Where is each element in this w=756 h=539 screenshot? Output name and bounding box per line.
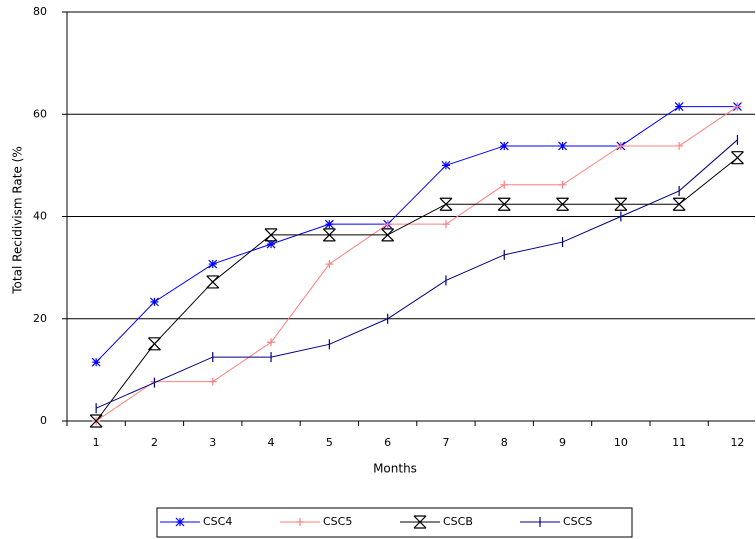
y-tick-label: 40 bbox=[33, 210, 47, 223]
point-marker bbox=[148, 337, 161, 351]
x-tick-label: 8 bbox=[501, 436, 508, 449]
x-tick-label: 1 bbox=[93, 436, 100, 449]
x-tick-label: 5 bbox=[326, 436, 333, 449]
point-marker bbox=[616, 141, 625, 150]
legend-marker bbox=[296, 518, 304, 526]
point-marker bbox=[267, 338, 276, 347]
point-marker bbox=[733, 102, 742, 111]
point-marker bbox=[556, 197, 569, 211]
x-tick-label: 10 bbox=[614, 436, 628, 449]
point-marker bbox=[206, 275, 220, 289]
x-tick-label: 7 bbox=[442, 436, 449, 449]
point-marker bbox=[324, 219, 334, 229]
point-marker bbox=[266, 239, 276, 249]
y-tick-label: 20 bbox=[33, 312, 47, 325]
point-marker bbox=[614, 197, 628, 211]
y-tick-label: 80 bbox=[33, 5, 47, 18]
legend-label: CSC5 bbox=[323, 515, 352, 528]
point-marker bbox=[325, 260, 334, 269]
x-tick-label: 2 bbox=[151, 436, 158, 449]
point-marker bbox=[675, 141, 684, 150]
point-marker bbox=[264, 228, 278, 242]
point-marker bbox=[322, 228, 336, 242]
x-axis-title: Months bbox=[373, 462, 417, 476]
legend-label: CSCB bbox=[443, 515, 473, 528]
point-marker bbox=[381, 228, 395, 242]
series-line bbox=[95, 106, 738, 422]
point-marker bbox=[499, 141, 509, 151]
point-marker bbox=[208, 259, 218, 269]
x-tick-label: 12 bbox=[730, 436, 744, 449]
point-marker bbox=[731, 151, 744, 165]
series-line bbox=[95, 139, 738, 409]
x-tick-label: 11 bbox=[672, 436, 686, 449]
x-tick-label: 6 bbox=[384, 436, 391, 449]
x-tick-label: 3 bbox=[209, 436, 216, 449]
point-marker bbox=[208, 377, 217, 386]
x-tick-label: 4 bbox=[268, 436, 275, 449]
x-tick-label: 9 bbox=[559, 436, 566, 449]
legend-marker bbox=[413, 515, 427, 529]
point-marker bbox=[497, 197, 511, 211]
point-marker bbox=[441, 220, 450, 229]
y-axis-title: Total Recidivism Rate (% bbox=[11, 146, 25, 295]
point-marker bbox=[672, 197, 686, 211]
point-marker bbox=[558, 180, 567, 189]
point-marker bbox=[383, 220, 392, 229]
point-marker bbox=[500, 180, 509, 189]
y-tick-label: 60 bbox=[33, 107, 47, 120]
point-marker bbox=[91, 357, 101, 367]
legend-label: CSC4 bbox=[203, 515, 232, 528]
point-marker bbox=[441, 160, 451, 170]
point-marker bbox=[439, 197, 453, 211]
point-marker bbox=[150, 297, 159, 307]
y-tick-label: 0 bbox=[40, 414, 47, 427]
series-line bbox=[95, 106, 738, 363]
series-line bbox=[95, 157, 738, 422]
legend-label: CSCS bbox=[563, 515, 592, 528]
legend-marker bbox=[175, 517, 185, 527]
point-marker bbox=[674, 102, 684, 112]
point-marker bbox=[558, 141, 567, 151]
point-marker bbox=[89, 414, 103, 428]
